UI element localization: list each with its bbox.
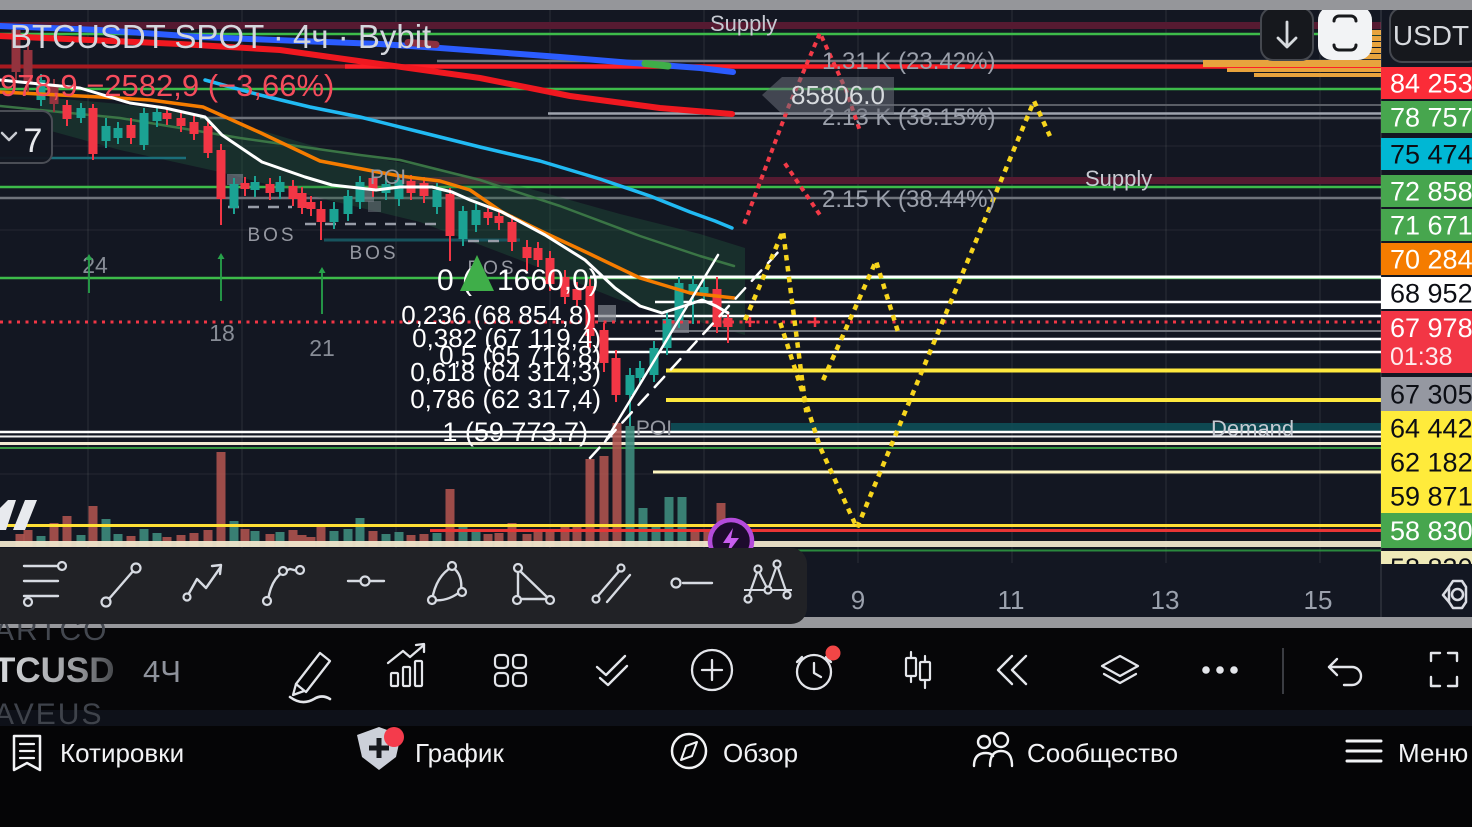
svg-text:Supply: Supply bbox=[1085, 166, 1152, 191]
svg-text:Сообщество: Сообщество bbox=[1027, 738, 1178, 768]
svg-text:978,9 −2582,9 (−3,66%): 978,9 −2582,9 (−3,66%) bbox=[0, 68, 334, 103]
svg-text:Supply: Supply bbox=[710, 11, 777, 36]
svg-text:Обзор: Обзор bbox=[723, 738, 798, 768]
svg-text:75 474: 75 474 bbox=[1390, 140, 1472, 170]
svg-text:67 305: 67 305 bbox=[1390, 380, 1472, 410]
svg-text:0,236 (68 854,8): 0,236 (68 854,8) bbox=[401, 300, 592, 330]
svg-text:BOS: BOS bbox=[247, 225, 296, 246]
svg-text:15: 15 bbox=[1304, 585, 1333, 615]
svg-text:59 871: 59 871 bbox=[1390, 482, 1472, 512]
svg-text:71 671: 71 671 bbox=[1390, 211, 1472, 241]
svg-text:USDT: USDT bbox=[1393, 20, 1469, 51]
svg-text:62 182: 62 182 bbox=[1390, 448, 1472, 478]
svg-text:POI: POI bbox=[370, 166, 406, 189]
svg-text:68 952: 68 952 bbox=[1390, 279, 1472, 309]
svg-text:Меню: Меню bbox=[1398, 738, 1468, 768]
svg-text:64 442: 64 442 bbox=[1390, 414, 1472, 444]
svg-text:13: 13 bbox=[1151, 585, 1180, 615]
svg-text:24: 24 bbox=[82, 252, 108, 278]
svg-text:18: 18 bbox=[209, 320, 235, 346]
svg-text:4Ч: 4Ч bbox=[143, 654, 181, 689]
svg-text:1 (59 773,7): 1 (59 773,7) bbox=[442, 417, 588, 447]
svg-text:AVEUS: AVEUS bbox=[0, 698, 103, 731]
svg-text:11: 11 bbox=[998, 585, 1025, 615]
svg-text:1.31 K (23.42%): 1.31 K (23.42%) bbox=[822, 48, 995, 75]
svg-text:TCUSD: TCUSD bbox=[0, 651, 115, 690]
svg-text:BOS: BOS bbox=[349, 243, 398, 264]
svg-text:78 757: 78 757 bbox=[1390, 103, 1472, 133]
svg-text:1660,0): 1660,0) bbox=[497, 264, 599, 297]
svg-text:21: 21 bbox=[309, 335, 335, 361]
svg-text:58 830: 58 830 bbox=[1390, 516, 1472, 546]
svg-text:Demand: Demand bbox=[1211, 416, 1294, 441]
svg-text:58 830: 58 830 bbox=[1390, 553, 1472, 583]
svg-text:Котировки: Котировки bbox=[60, 738, 184, 768]
svg-text:0,382 (67 119,4): 0,382 (67 119,4) bbox=[412, 323, 601, 353]
svg-text:POI: POI bbox=[636, 417, 672, 440]
svg-text:70 284: 70 284 bbox=[1390, 245, 1472, 275]
svg-text:0,5 (65 716,8): 0,5 (65 716,8) bbox=[439, 340, 601, 370]
svg-text:01:38: 01:38 bbox=[1390, 343, 1453, 371]
svg-text:0,618 (64 314,3): 0,618 (64 314,3) bbox=[410, 357, 601, 387]
svg-text:0,786 (62 317,4): 0,786 (62 317,4) bbox=[410, 384, 601, 414]
svg-text:График: График bbox=[415, 738, 504, 768]
svg-text:72 858: 72 858 bbox=[1390, 177, 1472, 207]
svg-text:67 978: 67 978 bbox=[1390, 313, 1472, 343]
svg-text:7: 7 bbox=[24, 122, 43, 160]
svg-text:BTCUSDT SPOT · 4ч · Bybit: BTCUSDT SPOT · 4ч · Bybit bbox=[10, 18, 431, 55]
svg-text:9: 9 bbox=[851, 585, 865, 615]
svg-text:2.15 K (38.44%): 2.15 K (38.44%) bbox=[822, 186, 995, 213]
svg-text:85806.0: 85806.0 bbox=[791, 80, 885, 110]
svg-text:84 253: 84 253 bbox=[1390, 69, 1472, 99]
